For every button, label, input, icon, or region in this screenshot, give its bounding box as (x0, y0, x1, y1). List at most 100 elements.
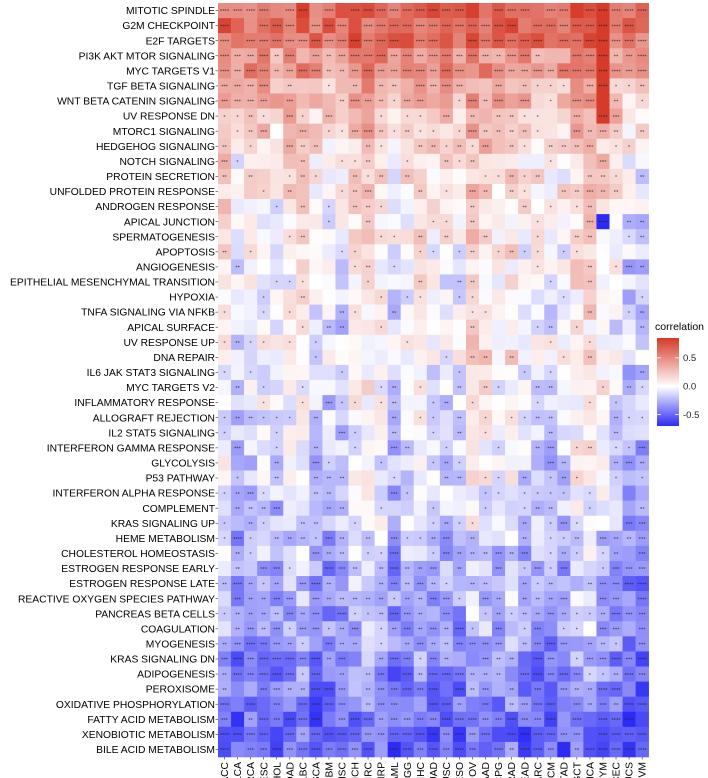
significance-star: **** (442, 9, 452, 15)
heatmap-cell (557, 334, 571, 351)
heatmap-cell (570, 410, 584, 426)
heatmap-cell (335, 560, 349, 577)
heatmap-cell (570, 3, 584, 19)
significance-star: **** (233, 657, 243, 663)
heatmap-cell (322, 123, 336, 140)
heatmap-cell (270, 108, 284, 124)
significance-star: **** (220, 702, 230, 708)
heatmap-cell (400, 3, 415, 19)
heatmap-cell (244, 93, 258, 109)
heatmap-cell (479, 470, 493, 486)
heatmap-cell (609, 425, 623, 441)
significance-star: ** (562, 144, 567, 150)
significance-star: **** (272, 672, 282, 678)
heatmap-cell (531, 485, 545, 501)
heatmap-cell (439, 485, 454, 501)
significance-star: **** (455, 687, 465, 693)
heatmap-cell (387, 500, 401, 517)
row-label: XENOBIOTIC METABOLISM (82, 730, 215, 741)
significance-star: *** (495, 567, 503, 573)
heatmap-cell (257, 123, 271, 140)
significance-star: **** (429, 672, 439, 678)
heatmap-cell (531, 183, 545, 200)
heatmap-cell (452, 199, 467, 215)
heatmap-cell (413, 304, 428, 320)
row-label: INFLAMMATORY RESPONSE (74, 398, 215, 409)
heatmap-cell (465, 33, 480, 49)
significance-star: ** (444, 160, 449, 166)
significance-star: **** (611, 9, 621, 15)
significance-star: ** (640, 175, 645, 181)
column-label: UVM (638, 762, 649, 778)
significance-star: *** (469, 748, 477, 754)
heatmap-cell (309, 3, 323, 19)
heatmap-cell (609, 93, 623, 109)
significance-star: **** (481, 39, 491, 45)
significance-star: *** (391, 69, 399, 75)
heatmap-cell (231, 168, 245, 185)
heatmap-cell (492, 48, 506, 64)
heatmap-cell (231, 229, 245, 245)
heatmap-cell (270, 168, 284, 185)
heatmap-cell (492, 560, 506, 577)
heatmap-cell (244, 425, 258, 441)
heatmap-cell (413, 440, 428, 456)
significance-star: ** (274, 69, 279, 75)
heatmap-cell (426, 530, 441, 547)
significance-star: ** (366, 702, 371, 708)
heatmap-cell (283, 440, 297, 456)
heatmap-cell (596, 289, 610, 305)
heatmap-cell (374, 18, 388, 34)
heatmap-cell (583, 530, 597, 547)
heatmap-cell (413, 364, 428, 381)
heatmap-cell (570, 78, 584, 94)
heatmap-cell (283, 545, 297, 562)
heatmap-cell (387, 364, 401, 381)
heatmap-cell (361, 3, 375, 19)
heatmap-cell (218, 123, 232, 140)
heatmap-cell (531, 349, 545, 366)
heatmap-cell (335, 108, 349, 124)
heatmap-cell (257, 33, 271, 49)
heatmap-cell (635, 33, 649, 49)
heatmap-cell (244, 455, 258, 471)
significance-star: **** (598, 84, 608, 90)
heatmap-cell (257, 576, 271, 592)
heatmap-cell (335, 576, 349, 592)
heatmap-cell (583, 440, 597, 456)
heatmap-cell (596, 259, 610, 275)
significance-star: **** (520, 748, 530, 754)
significance-star: *** (325, 114, 333, 120)
heatmap-cell (387, 349, 401, 366)
significance-star: *** (273, 642, 281, 648)
heatmap-cell (413, 349, 428, 366)
significance-star: **** (507, 54, 517, 60)
heatmap-cell (518, 364, 532, 381)
heatmap-cell (465, 395, 480, 411)
heatmap-cell (413, 48, 428, 64)
significance-star: ** (301, 612, 306, 618)
heatmap-cell (244, 319, 258, 336)
heatmap-cells (218, 3, 649, 758)
row-label: HYPOXIA (169, 293, 215, 304)
heatmap-cell (531, 138, 545, 155)
heatmap-cell (583, 259, 597, 275)
column-label: LUSC (442, 761, 453, 778)
significance-star: *** (639, 446, 647, 452)
significance-star: *** (495, 552, 503, 558)
significance-star: *** (534, 718, 542, 724)
significance-star: **** (442, 84, 452, 90)
heatmap-cell (622, 274, 636, 290)
significance-star: ** (483, 582, 488, 588)
heatmap-cell (283, 78, 297, 94)
significance-star: *** (404, 657, 412, 663)
significance-star: *** (247, 657, 255, 663)
heatmap-cell (622, 304, 636, 320)
heatmap-cell (439, 123, 454, 140)
significance-star: ** (405, 175, 410, 181)
heatmap-cell (335, 515, 349, 532)
heatmap-cell (387, 18, 401, 34)
heatmap-cell (439, 138, 454, 155)
significance-star: ** (614, 416, 619, 422)
heatmap-cell (387, 244, 401, 260)
